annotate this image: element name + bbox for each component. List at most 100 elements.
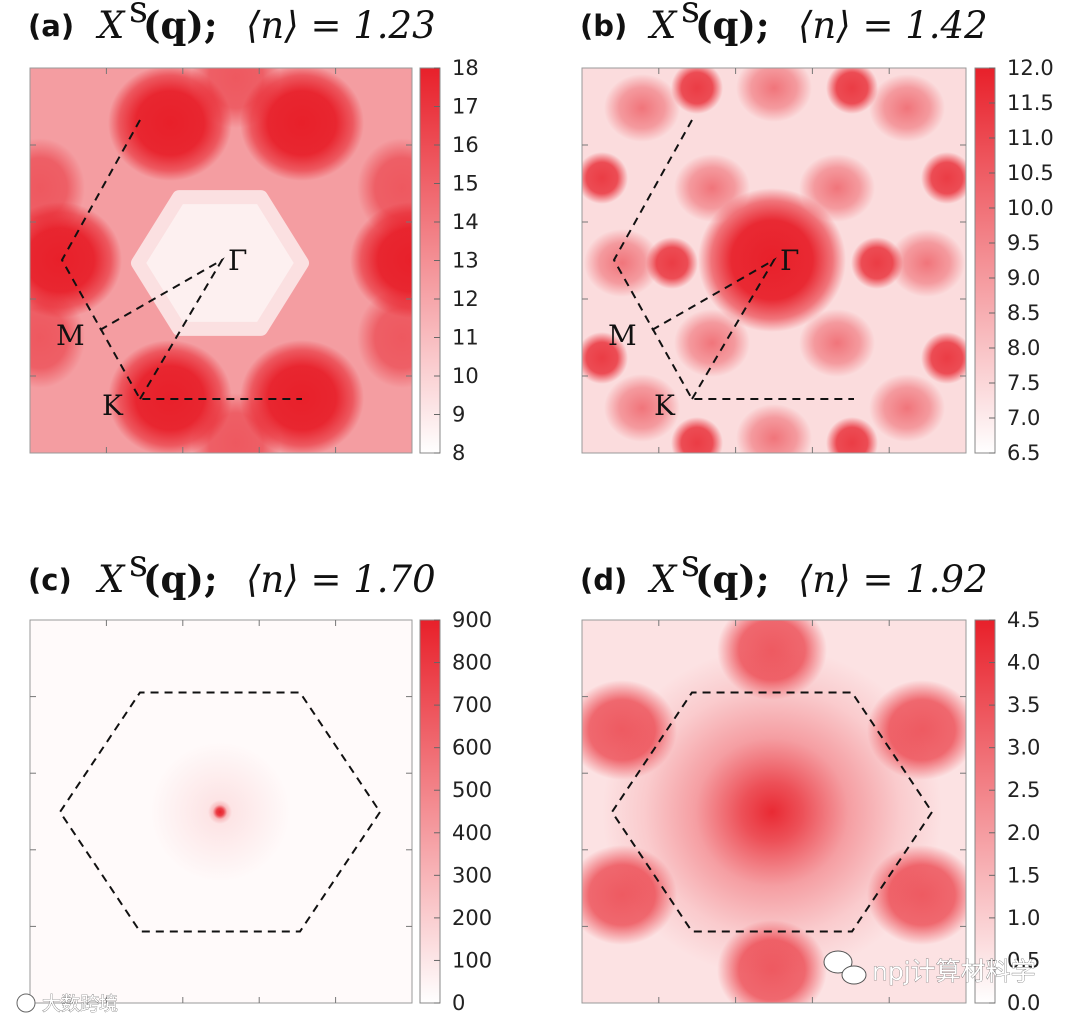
gamma-m-k-path [99,257,225,400]
colorbar-tick-label: 500 [452,778,492,802]
m-point-label: M [608,319,637,352]
colorbar-tick-label: 10.5 [1007,161,1054,185]
heatmap-valley [851,237,903,289]
title-superscript: s [681,0,700,31]
colorbar-tick-label: 0 [452,991,465,1015]
title-argument: (q); [695,557,770,601]
heatmap-area [582,68,966,453]
colorbar-gradient [419,619,441,1004]
title-superscript: s [129,0,148,31]
colorbar-tick-label: 11.5 [1007,91,1054,115]
colorbar-tick-label: 7.0 [1007,406,1040,430]
colorbar-gradient [974,619,996,1004]
heatmap-valley [826,417,878,453]
gamma-m-k-path [651,257,777,400]
colorbar: 18 17 16 15 14 13 12 11 10 9 8 [419,56,479,465]
title-argument: (q); [143,3,218,47]
title-filling: ⟨n⟩ = 1.70 [246,558,436,601]
colorbar-tick-label: 1.5 [1007,863,1040,887]
title-filling: ⟨n⟩ = 1.23 [246,4,436,47]
colorbar: 4.5 4.0 3.5 3.0 2.5 2.0 1.5 1.0 0.5 0.0 [974,608,1040,1015]
colorbar-tick-label: 13 [452,249,479,273]
title-symbol: X [95,558,126,601]
colorbar-tick-label: 2.0 [1007,821,1040,845]
colorbar-tick-label: 600 [452,736,492,760]
colorbar-tick-label: 10 [452,364,479,388]
title-symbol: X [647,558,678,601]
colorbar-tick-label: 15 [452,172,479,196]
heatmap-valley [826,68,878,114]
wechat-icon-bubble [841,965,867,985]
colorbar-tick-label: 300 [452,863,492,887]
heatmap-valley [671,68,723,114]
heatmap-gamma-peak [698,188,846,332]
colorbar-tick-label: 17 [452,95,479,119]
title-filling: ⟨n⟩ = 1.42 [798,4,988,47]
plot-frame [29,67,413,454]
heatmap-valley [30,138,85,238]
panel-tag: (c) [28,563,72,597]
colorbar-tick-label: 3.0 [1007,736,1040,760]
colorbar-tick-label: 9.0 [1007,266,1040,290]
colorbar-tick-label: 1.0 [1007,906,1040,930]
colorbar-tick-label: 8 [452,441,465,465]
axis-ticks [582,620,966,1003]
wechat-watermark: npj计算材料学 [823,950,1036,986]
heatmap-valley [191,68,281,128]
heatmap-satellite-peak [889,229,965,297]
heatmap-valley [357,138,412,238]
heatmap-satellite-peak [604,374,680,442]
colorbar-tick-label: 14 [452,210,479,234]
plot-frame [581,67,967,454]
heatmap-valley [191,393,281,453]
colorbar-tick-label: 0.5 [1007,948,1040,972]
heatmap-gamma-peak [208,800,232,824]
heatmap-satellite-peak [674,309,750,377]
corner-watermark: 大数跨境 [16,993,118,1015]
axis-ticks [30,68,412,453]
heatmap-satellite-peak [604,74,680,142]
colorbar-tick-label: 100 [452,948,492,972]
heatmap-satellite-peak [584,229,660,297]
heatmap-area [30,620,412,1003]
colorbar-tick-label: 4.0 [1007,651,1040,675]
colorbar: 900 800 700 600 500 400 300 200 100 0 [419,608,492,1015]
heatmap-satellite-peak [736,68,812,122]
axis-ticks [582,68,966,453]
colorbar-tick-label: 400 [452,821,492,845]
corner-watermark-label: 大数跨境 [42,993,118,1015]
colorbar-tick-label: 0.0 [1007,991,1040,1015]
colorbar-tick-label: 3.5 [1007,693,1040,717]
colorbar-gradient [974,67,996,454]
colorbar-tick-label: 200 [452,906,492,930]
high-symmetry-path: Γ M K [608,119,854,422]
colorbar: 12.0 11.5 11.0 10.5 10.0 9.5 9.0 8.5 8.0 7.5 7.0 6.… [974,56,1054,465]
logo-icon [16,993,36,1013]
brillouin-zone-hexagon [610,691,934,933]
heatmap-valley [30,288,85,388]
title-superscript: s [681,542,700,585]
wechat-icon [823,950,853,974]
plot-frame [581,619,967,1004]
k-point-label: K [102,389,124,422]
title-symbol: X [95,4,126,47]
heatmap-valley [582,332,628,384]
heatmap-satellite-peak [799,309,875,377]
colorbar-tick-label: 16 [452,133,479,157]
heatmap-gamma-peak [602,647,942,977]
colorbar-tick-label: 900 [452,608,492,632]
heatmap-valley [646,237,698,289]
heatmap-valley [921,332,966,384]
colorbar-tick-label: 8.5 [1007,301,1040,325]
colorbar-tick-label: 18 [452,56,479,80]
heatmap-valley [357,288,412,388]
colorbar-tick-label: 4.5 [1007,608,1040,632]
title-argument: (q); [695,3,770,47]
title-symbol: X [647,4,678,47]
gamma-point-label: Γ [228,244,247,277]
